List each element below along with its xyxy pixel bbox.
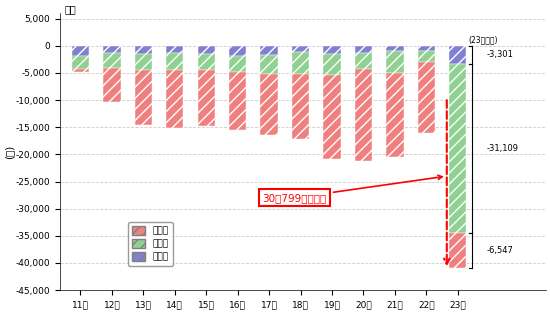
Bar [323,74,340,159]
Y-axis label: (人): (人) [4,145,14,159]
Bar [166,70,184,128]
Bar [135,70,152,125]
Bar [103,68,120,102]
Text: 30，799人の増加: 30，799人の増加 [262,175,442,203]
Bar [135,54,152,70]
Bar [103,46,120,53]
Bar [386,46,404,51]
Text: -6,547: -6,547 [487,246,514,255]
Bar [292,74,309,139]
Bar [386,73,404,157]
Bar [135,46,152,54]
Bar [72,69,89,72]
Bar [449,233,466,268]
Bar [292,52,309,74]
Bar [229,56,246,72]
Bar [197,54,215,70]
Bar [166,46,184,54]
Bar [261,46,278,55]
Text: -31,109: -31,109 [487,144,519,153]
Bar [417,51,435,62]
Bar [449,46,466,64]
Text: 平成: 平成 [65,4,76,14]
Bar [355,46,372,53]
Bar [197,70,215,126]
Bar [386,51,404,73]
Bar [417,46,435,51]
Bar [103,53,120,68]
Bar [323,46,340,54]
Text: -3,301: -3,301 [487,50,514,59]
Text: (23年内訳): (23年内訳) [468,36,498,45]
Bar [197,46,215,54]
Legend: 宮城県, 福島県, 岩手県: 宮城県, 福島県, 岩手県 [128,222,173,266]
Bar [72,56,89,72]
Bar [229,46,246,56]
Bar [292,46,309,52]
Bar [72,46,89,56]
Bar [417,62,435,133]
Bar [261,55,278,74]
Bar [449,64,466,233]
Bar [261,74,278,135]
Bar [229,72,246,131]
Bar [323,54,340,74]
Bar [355,53,372,69]
Bar [166,54,184,70]
Bar [355,69,372,162]
